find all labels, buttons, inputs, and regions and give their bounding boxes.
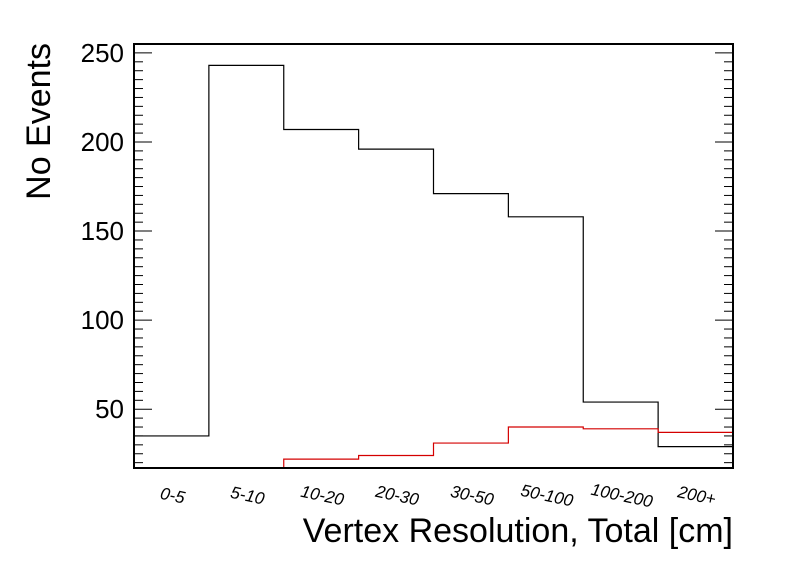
series-2-bin [508,427,583,468]
x-category-labels: 0-5 5-10 10-20 20-30 30-50 50-100 100-200 200+ [159,480,718,512]
x-category-label: 20-30 [373,482,421,510]
series-1-bin [508,217,583,468]
x-category-label: 5-10 [229,483,267,509]
series-1-bin [359,149,434,468]
x-category-label: 100-200 [589,480,655,512]
series-1-bin [284,130,359,468]
series-2-bin [434,443,509,468]
series-1-bin [583,402,658,468]
x-category-label: 30-50 [449,482,496,510]
series-2-bin [583,429,658,468]
y-tick-label: 250 [81,38,124,68]
y-tick-labels: 50 100 150 200 250 [81,38,124,424]
series-2-outline [134,426,734,469]
series-1-bin [209,65,284,468]
axis-ticks [134,43,733,464]
series-1-outline [133,64,734,468]
y-tick-label: 150 [81,216,124,246]
y-axis-title: No Events [20,43,58,200]
series-2-bin [284,459,359,468]
histogram-series [133,64,734,469]
y-tick-label: 50 [95,394,124,424]
series-2-bin [359,456,434,468]
y-tick-label: 100 [81,305,124,335]
series-2-bin [658,432,733,468]
x-category-label: 200+ [675,482,717,509]
x-category-label: 0-5 [159,484,188,508]
series-1-bin [134,436,209,468]
y-tick-label: 200 [81,127,124,157]
x-category-label: 50-100 [519,481,575,511]
series-1-bin [434,194,509,468]
x-category-label: 10-20 [299,482,346,510]
x-axis-title: Vertex Resolution, Total [cm] [303,512,733,550]
plot-frame [133,43,734,469]
series-1-bin [658,447,733,468]
